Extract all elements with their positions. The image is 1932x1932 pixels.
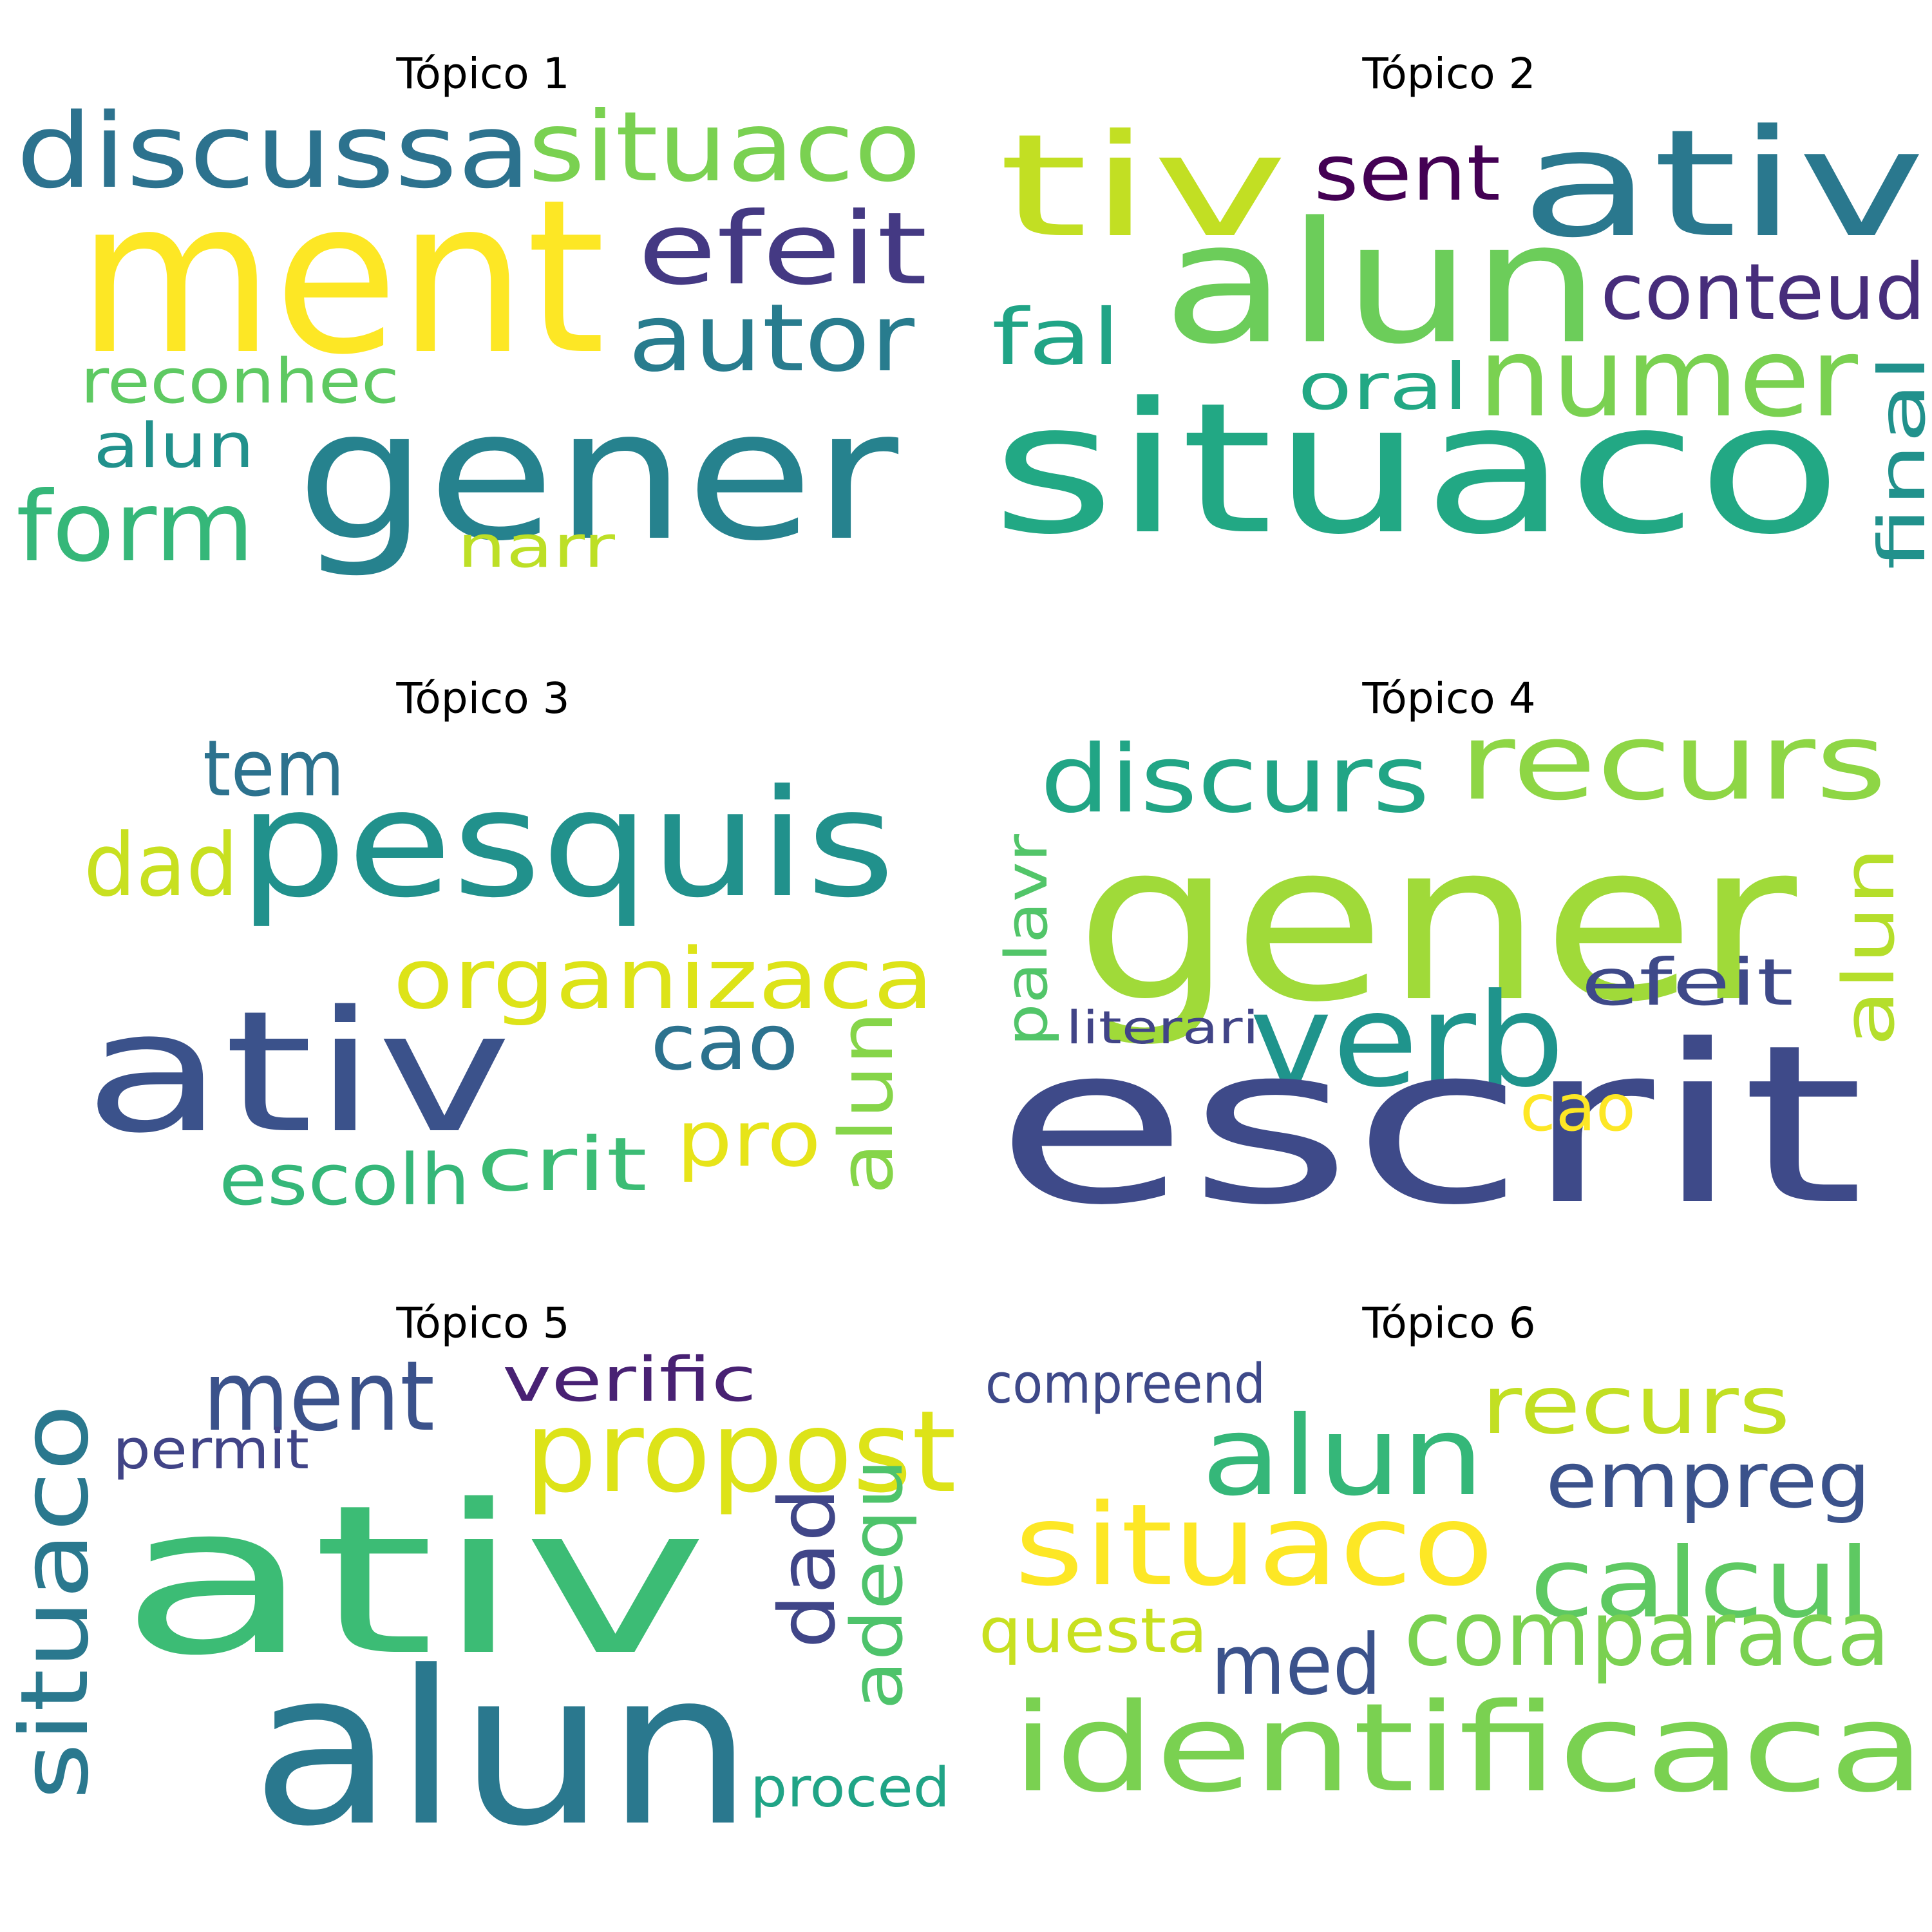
word-ment: ment bbox=[77, 154, 605, 401]
word-reconhec: reconhec bbox=[80, 346, 399, 417]
topic-title: Tópico 4 bbox=[1362, 674, 1536, 723]
word-alun: alun bbox=[1201, 1393, 1484, 1520]
word-comparaca: comparaca bbox=[1404, 1582, 1890, 1687]
word-cao: cao bbox=[1520, 1070, 1636, 1146]
word-med: med bbox=[1211, 1616, 1381, 1714]
word-cloud: tiv sent ativ alun conteud fal numer ora… bbox=[992, 99, 1932, 574]
topic-panel-1: Tópico 1 ment gener discussa situaco efe… bbox=[0, 0, 966, 618]
word-situaco: situaco bbox=[992, 365, 1842, 574]
word-ativ: ativ bbox=[84, 976, 512, 1170]
topic-title: Tópico 6 bbox=[1362, 1298, 1536, 1348]
word-alun: alun bbox=[93, 411, 254, 482]
word-situaco: situaco bbox=[1, 1404, 109, 1800]
word-ment: ment bbox=[203, 1341, 435, 1453]
word-autor: autor bbox=[628, 284, 914, 393]
word-numer: numer bbox=[1478, 314, 1858, 442]
word-pro: pro bbox=[676, 1095, 821, 1184]
word-recurs: recurs bbox=[1459, 700, 1887, 824]
word-cloud: ment gener discussa situaco efeit autor … bbox=[16, 91, 927, 583]
word-discussa: discussa bbox=[16, 91, 531, 211]
word-literari: literari bbox=[1066, 1001, 1259, 1054]
word-dad: dad bbox=[84, 815, 238, 916]
word-empreg: empreg bbox=[1546, 1436, 1871, 1526]
word-oral: oral bbox=[1298, 349, 1468, 424]
topic-panel-4: Tópico 4 discurs recurs gener palavr ver… bbox=[966, 625, 1932, 1254]
word-cao: cao bbox=[650, 998, 799, 1088]
word-alun: alun bbox=[1828, 847, 1910, 1046]
word-ativ: ativ bbox=[1520, 99, 1926, 270]
word-form: form bbox=[16, 471, 254, 583]
word-gener: gener bbox=[296, 371, 900, 581]
word-verific: verific bbox=[502, 1345, 757, 1416]
topic-panel-3: Tópico 3 tem pesquis dad organizaca ativ… bbox=[0, 625, 966, 1243]
topic-title: Tópico 2 bbox=[1362, 49, 1536, 99]
word-final: final bbox=[1864, 354, 1932, 570]
word-alun: alun bbox=[824, 1011, 910, 1195]
word-propost: propost bbox=[525, 1387, 956, 1518]
topic-panel-5: Tópico 5 ment verific propost permit sit… bbox=[0, 1249, 966, 1873]
word-organizaca: organizaca bbox=[393, 930, 934, 1028]
word-recurs: recurs bbox=[1481, 1359, 1790, 1452]
word-cloud: discurs recurs gener palavr verb efeit a… bbox=[993, 700, 1910, 1253]
word-gener: gener bbox=[1075, 795, 1799, 1050]
word-escolh: escolh bbox=[219, 1139, 470, 1221]
word-permit: permit bbox=[113, 1418, 309, 1482]
word-verb: verb bbox=[1249, 966, 1565, 1116]
word-fal: fal bbox=[992, 293, 1121, 383]
word-alun: alun bbox=[251, 1625, 753, 1873]
word-cloud: compreend recurs alun empreg situaco cal… bbox=[979, 1352, 1926, 1819]
word-palavr: palavr bbox=[993, 834, 1061, 1046]
word-efeit: efeit bbox=[1581, 945, 1794, 1020]
topic-panel-2: Tópico 2 tiv sent ativ alun conteud fal … bbox=[966, 0, 1932, 618]
word-escrit: escrit bbox=[995, 998, 1864, 1253]
topic-title: Tópico 5 bbox=[396, 1298, 570, 1348]
topic-panel-6: Tópico 6 compreend recurs alun empreg si… bbox=[966, 1249, 1932, 1868]
word-cloud: tem pesquis dad organizaca ativ cao alun… bbox=[84, 724, 934, 1221]
word-discurs: discurs bbox=[1040, 725, 1430, 834]
word-alun: alun bbox=[1162, 187, 1600, 381]
word-identificaca: identificaca bbox=[1011, 1677, 1926, 1819]
word-conteud: conteud bbox=[1600, 248, 1926, 337]
word-ativ: ativ bbox=[119, 1461, 708, 1701]
word-calcul: calcul bbox=[1530, 1528, 1871, 1640]
word-cloud: ment verific propost permit situaco ativ… bbox=[1, 1341, 956, 1873]
word-tiv: tiv bbox=[998, 104, 1288, 269]
word-narr: narr bbox=[457, 513, 615, 581]
topic-title: Tópico 3 bbox=[396, 674, 570, 723]
word-crit: crit bbox=[477, 1122, 647, 1208]
word-efeit: efeit bbox=[638, 191, 927, 307]
word-situaco: situaco bbox=[528, 91, 921, 204]
word-sent: sent bbox=[1314, 129, 1501, 218]
word-compreend: compreend bbox=[985, 1352, 1265, 1416]
word-adequ: adequ bbox=[836, 1459, 918, 1710]
word-questa: questa bbox=[979, 1596, 1208, 1667]
word-pesquis: pesquis bbox=[238, 759, 895, 931]
word-situaco: situaco bbox=[1014, 1481, 1494, 1611]
word-tem: tem bbox=[203, 724, 345, 814]
word-proced: proced bbox=[750, 1756, 950, 1820]
topic-title: Tópico 1 bbox=[396, 49, 570, 99]
word-dad: dad bbox=[763, 1488, 853, 1649]
